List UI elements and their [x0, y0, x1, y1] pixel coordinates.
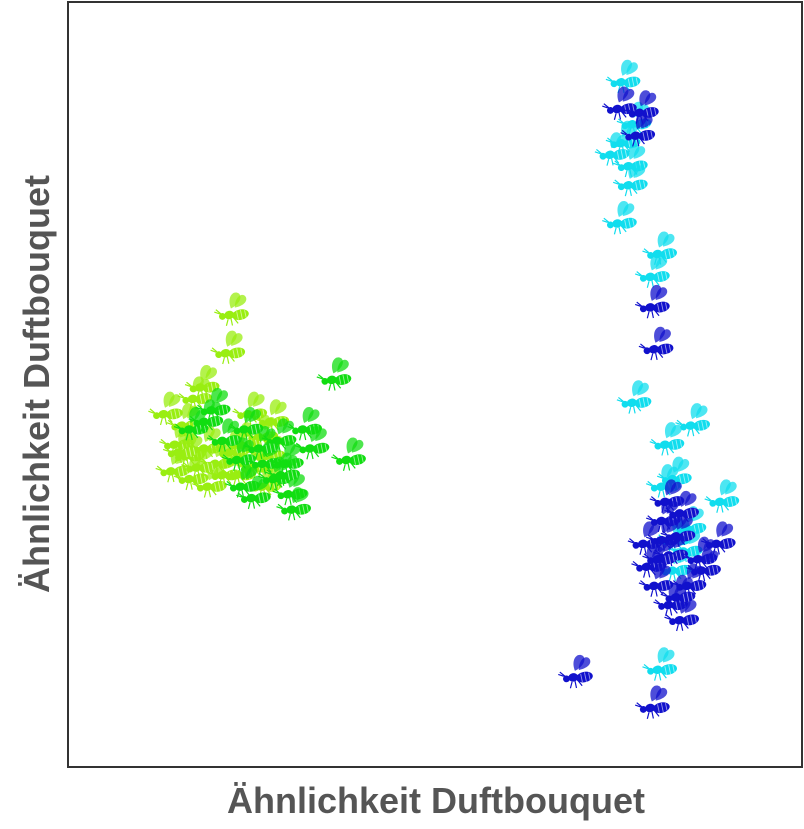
data-point-bee-icon [646, 419, 688, 459]
data-point-bee-icon [701, 476, 743, 517]
data-point-bee-icon [631, 682, 673, 723]
y-axis-label: Ähnlichkeit Duftbouquet [16, 175, 57, 593]
data-point-bee-icon [631, 282, 673, 322]
data-point-bee-icon [635, 324, 677, 364]
data-point-bee-icon [613, 377, 655, 418]
data-point-bee-icon [609, 160, 651, 200]
data-point-bee-icon [313, 354, 355, 395]
plot-area [67, 1, 803, 768]
data-point-bee-icon [272, 484, 314, 524]
data-point-bee-icon [327, 434, 369, 475]
data-point-bee-icon [638, 644, 680, 685]
data-point-bee-icon [554, 652, 596, 692]
data-point-bee-icon [598, 198, 640, 238]
data-point-bee-icon [631, 251, 673, 292]
data-point-bee-icon [206, 328, 249, 368]
x-axis-label: Ähnlichkeit Duftbouquet [227, 780, 645, 821]
plot-frame [67, 1, 803, 768]
data-point-bee-icon [210, 289, 252, 330]
points-layer [144, 57, 743, 723]
